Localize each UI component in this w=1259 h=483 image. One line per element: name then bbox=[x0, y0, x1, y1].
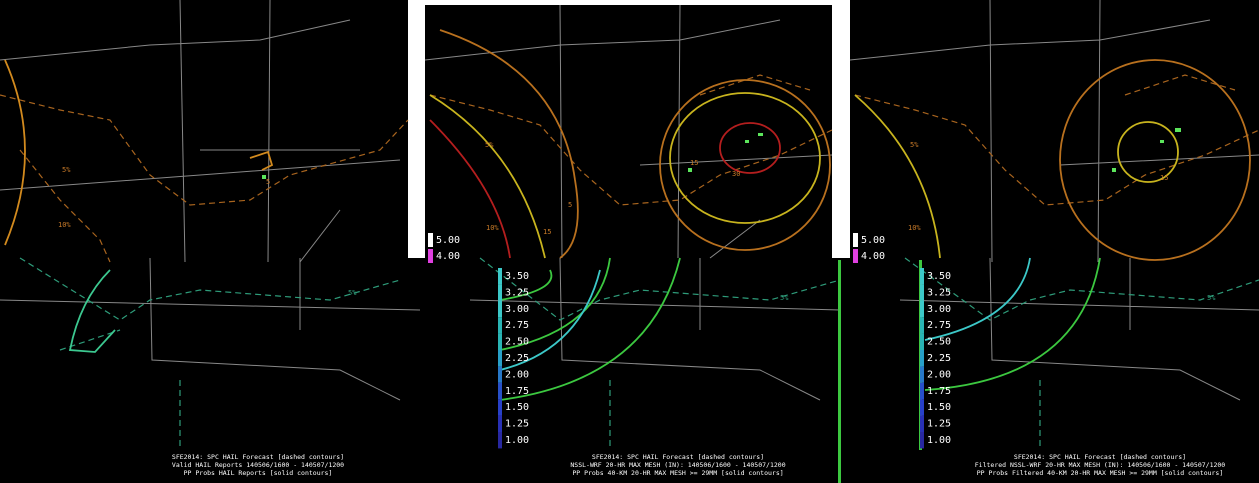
caption-line: Valid HAIL Reports 140506/1600 - 140507/… bbox=[172, 461, 344, 469]
legend-swatch bbox=[920, 284, 924, 301]
legend-label: 3.00 bbox=[505, 304, 529, 315]
legend-swatch bbox=[498, 317, 502, 334]
probability-contours bbox=[4, 29, 1251, 401]
legend-swatch bbox=[920, 366, 924, 383]
legend-swatch bbox=[920, 415, 924, 432]
legend-label: 3.00 bbox=[927, 304, 951, 315]
caption-line: PP Probs Filtered 40-KM 20-HR MAX MESH >… bbox=[977, 469, 1224, 477]
legend-label: 3.50 bbox=[927, 271, 951, 282]
legend-swatch bbox=[428, 249, 433, 263]
legend-swatch bbox=[920, 399, 924, 416]
report-marker bbox=[1175, 128, 1181, 132]
legend-label: 2.00 bbox=[505, 369, 529, 380]
report-marker bbox=[1112, 168, 1116, 172]
legend-label: 2.50 bbox=[505, 337, 529, 348]
map-panel bbox=[0, 0, 408, 262]
legend-label: 4.00 bbox=[436, 251, 460, 262]
caption-line: SFE2014: SPC HAIL Forecast [dashed conto… bbox=[592, 453, 764, 461]
legend-swatch bbox=[920, 432, 924, 449]
legend-swatch bbox=[920, 333, 924, 350]
caption-line: NSSL-WRF 20-HR MAX MESH (IN): 140506/160… bbox=[570, 461, 785, 469]
legend-label: 2.00 bbox=[927, 369, 951, 380]
legend-label: 2.50 bbox=[927, 337, 951, 348]
contour-label: 15 bbox=[543, 228, 551, 236]
hail-reports bbox=[262, 128, 1181, 179]
caption-line: PP Probs HAIL Reports [solid contours] bbox=[184, 469, 333, 477]
legend-swatch bbox=[428, 233, 433, 247]
legend-swatch bbox=[920, 350, 924, 367]
contour-label: 5% bbox=[910, 141, 919, 149]
legend-label: 1.25 bbox=[505, 419, 529, 430]
legend-label: 2.25 bbox=[505, 353, 529, 364]
legend-swatch bbox=[920, 382, 924, 400]
legend-label: 5.00 bbox=[861, 235, 885, 246]
contour-label: 5% bbox=[485, 141, 494, 149]
legend-swatch bbox=[498, 300, 502, 318]
legend-label: 2.75 bbox=[927, 320, 951, 331]
legend-swatch bbox=[498, 350, 502, 367]
panel-divider bbox=[838, 260, 841, 483]
caption-line: SFE2014: SPC HAIL Forecast [dashed conto… bbox=[1014, 453, 1186, 461]
contour-label: 5% bbox=[780, 294, 789, 302]
legend-swatch bbox=[920, 300, 924, 318]
legend-label: 1.75 bbox=[927, 386, 951, 397]
legend-swatch bbox=[920, 268, 924, 285]
legend-swatch bbox=[498, 382, 502, 400]
caption-line: Filtered NSSL-WRF 20-HR MAX MESH (IN): 1… bbox=[975, 461, 1226, 469]
contour-label: 5 bbox=[568, 201, 572, 209]
legend-swatch bbox=[498, 415, 502, 432]
contour-label: 15 bbox=[690, 159, 698, 167]
legend-swatch bbox=[920, 317, 924, 334]
map-panel bbox=[0, 258, 1259, 483]
report-marker bbox=[1160, 140, 1164, 143]
contour-label: 5 bbox=[266, 178, 270, 186]
legend-label: 3.25 bbox=[505, 287, 529, 298]
caption-line: SFE2014: SPC HAIL Forecast [dashed conto… bbox=[172, 453, 344, 461]
legend-label: 3.25 bbox=[927, 287, 951, 298]
legend-label: 1.75 bbox=[505, 386, 529, 397]
state-borders bbox=[0, 0, 1259, 401]
legend-swatch bbox=[498, 399, 502, 416]
caption-line: PP Probs 40-KM 20-HR MAX MESH >= 29MM [s… bbox=[572, 469, 783, 477]
map-panel bbox=[850, 0, 1259, 262]
legend-swatch bbox=[498, 366, 502, 383]
legend-label: 1.50 bbox=[505, 402, 529, 413]
contour-label: 5% bbox=[348, 289, 357, 297]
report-marker bbox=[745, 140, 749, 143]
contour-label: 10% bbox=[908, 224, 921, 232]
legend-label: 3.50 bbox=[505, 271, 529, 282]
report-marker bbox=[688, 168, 692, 172]
map-panel bbox=[425, 5, 832, 258]
contour-label: 15 bbox=[1160, 174, 1168, 182]
labels: 5% 10% 5 5% 15 30 10% 15 5 5.00 4.00 5% 15 10% 5.00 4.0… bbox=[58, 141, 1225, 477]
legend-swatch bbox=[498, 284, 502, 301]
legend-label: 1.00 bbox=[505, 435, 529, 446]
legend-swatch bbox=[498, 432, 502, 449]
contour-label: 10% bbox=[486, 224, 499, 232]
legend-swatch bbox=[853, 233, 858, 247]
legend-label: 4.00 bbox=[861, 251, 885, 262]
report-marker bbox=[262, 175, 266, 179]
legend-label: 1.50 bbox=[927, 402, 951, 413]
contour-label: 10% bbox=[58, 221, 71, 229]
legend-label: 2.75 bbox=[505, 320, 529, 331]
legend-swatch bbox=[498, 268, 502, 285]
legend-label: 1.00 bbox=[927, 435, 951, 446]
legend-label: 2.25 bbox=[927, 353, 951, 364]
legend-swatch bbox=[498, 333, 502, 350]
contour-label: 5% bbox=[1207, 294, 1216, 302]
legend-swatch bbox=[853, 249, 858, 263]
contour-label: 5% bbox=[62, 166, 71, 174]
report-marker bbox=[758, 133, 763, 136]
contour-label: 30 bbox=[732, 170, 740, 178]
legend-label: 1.25 bbox=[927, 419, 951, 430]
legend-label: 5.00 bbox=[436, 235, 460, 246]
